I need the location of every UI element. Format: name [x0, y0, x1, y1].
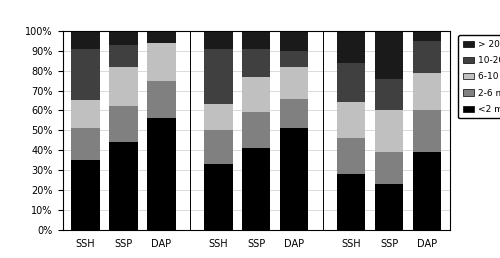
Bar [242, 148, 270, 230]
Bar [147, 81, 176, 118]
Bar [337, 174, 366, 230]
Bar [147, 31, 176, 43]
Bar [280, 51, 308, 67]
Bar [242, 49, 270, 77]
Bar [109, 107, 138, 142]
Bar [280, 99, 308, 128]
Bar [71, 160, 100, 230]
Bar [413, 41, 442, 73]
Bar [204, 104, 233, 130]
Bar [242, 77, 270, 112]
Bar [242, 112, 270, 148]
Bar [375, 110, 404, 152]
Bar [375, 184, 404, 230]
Bar [242, 31, 270, 49]
Bar [71, 31, 100, 49]
Bar [375, 79, 404, 110]
Bar [413, 152, 442, 230]
Bar [280, 128, 308, 230]
Bar [413, 31, 442, 41]
Bar [109, 67, 138, 107]
Bar [375, 31, 404, 79]
Legend: > 20 mm, 10-20 mm, 6-10 mm, 2-6 mm, <2 mm: > 20 mm, 10-20 mm, 6-10 mm, 2-6 mm, <2 m… [458, 35, 500, 118]
Bar [337, 138, 366, 174]
Bar [413, 110, 442, 152]
Bar [413, 73, 442, 110]
Bar [337, 63, 366, 102]
Bar [71, 49, 100, 101]
Bar [337, 102, 366, 138]
Bar [71, 128, 100, 160]
Bar [375, 152, 404, 184]
Bar [147, 43, 176, 80]
Bar [147, 118, 176, 230]
Bar [204, 31, 233, 49]
Bar [109, 31, 138, 45]
Bar [204, 164, 233, 230]
Bar [204, 130, 233, 164]
Bar [204, 49, 233, 104]
Bar [71, 101, 100, 128]
Bar [280, 67, 308, 99]
Bar [280, 31, 308, 51]
Bar [337, 31, 366, 63]
Bar [109, 45, 138, 67]
Bar [109, 142, 138, 230]
